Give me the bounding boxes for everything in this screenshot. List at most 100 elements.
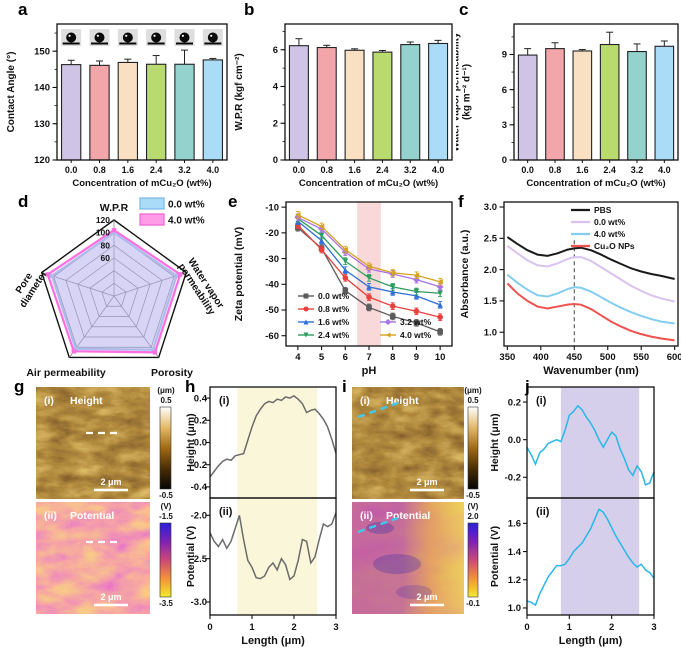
colorbar-unit: (V) bbox=[468, 502, 479, 511]
y-tick-label: 3.0 bbox=[484, 202, 497, 213]
legend-swatch bbox=[139, 197, 165, 210]
panel-e: e -10 -20 -30 -40 -50 -60 4 5 6 7 8 9 10 0.0 wt% 0.8 wt… bbox=[228, 192, 456, 382]
bar-0.8 bbox=[89, 64, 110, 161]
x-tick-label: 1.6 bbox=[576, 165, 589, 175]
afm-height-image-g: (i) Height 2 μm bbox=[36, 387, 150, 499]
water-droplet-icon bbox=[89, 29, 110, 46]
y-tick-label: 130 bbox=[34, 119, 50, 130]
water-droplet-icon bbox=[146, 29, 167, 46]
y-tick-label: 1.0 bbox=[484, 327, 497, 338]
highlight-band bbox=[237, 387, 318, 615]
scale-bar-label: 2 μm bbox=[100, 592, 121, 602]
y-tick-label: 120 bbox=[34, 155, 50, 166]
radar-axis-label: Air permeability bbox=[26, 367, 106, 379]
scale-bar-label: 2 μm bbox=[100, 477, 121, 487]
x-tick-label: 2.4 bbox=[603, 165, 616, 175]
x-tick-label: 8 bbox=[390, 352, 395, 363]
x-tick-label: 450 bbox=[566, 352, 582, 363]
colorbar-max: 0.5 bbox=[467, 396, 479, 405]
x-tick-label: 350 bbox=[499, 352, 515, 363]
legend-label: 4.0 wt% bbox=[594, 229, 626, 239]
series-line-PBS bbox=[506, 236, 675, 280]
subplot-label: (i) bbox=[219, 395, 230, 407]
legend-label: 0.8 wt% bbox=[318, 304, 350, 314]
panel-letter-i: i bbox=[342, 377, 347, 396]
image-title: Potential bbox=[70, 510, 114, 522]
y-tick-label: 0.0 bbox=[508, 435, 521, 446]
x-axis-label: Length (μm) bbox=[559, 635, 623, 647]
x-tick-label: 0.0 bbox=[293, 165, 306, 175]
y-tick-label: -50 bbox=[265, 305, 279, 316]
y-tick-label: 0 bbox=[502, 155, 507, 166]
y-tick-label: 9 bbox=[502, 50, 507, 61]
y-tick-label: -0.2 bbox=[505, 473, 521, 484]
x-tick-label: 0.8 bbox=[93, 165, 106, 175]
panel-d: d 60 80 100 120 W.P.R Water vaporpermeability P… bbox=[0, 192, 228, 382]
y-tick-label: 0.0 bbox=[194, 438, 207, 449]
x-tick-label: 0 bbox=[207, 622, 212, 633]
x-tick-label: 0.0 bbox=[521, 165, 534, 175]
bar-0.8 bbox=[316, 46, 337, 161]
radar-axis-label: Water vaporpermeability bbox=[176, 256, 227, 318]
panel-b: b 0 2 4 6 0.0 0.8 1.6 2.4 3.2 4.0 Concentration of … bbox=[228, 0, 456, 192]
y-axis-label: W.P.R (kgf cm⁻²) bbox=[234, 53, 245, 130]
x-tick-label: 0 bbox=[524, 622, 529, 633]
panel-c: c 0 3 6 9 0.0 0.8 1.6 2.4 3.2 4.0 Concentration of … bbox=[456, 0, 681, 192]
x-tick-label: 3.2 bbox=[631, 165, 644, 175]
x-tick-label: 10 bbox=[435, 352, 446, 363]
y-tick-label: 3 bbox=[502, 120, 507, 131]
legend-label: 0.0 wt% bbox=[594, 217, 626, 227]
y-tick-label: 140 bbox=[34, 83, 50, 94]
subplot-label: (i) bbox=[536, 395, 547, 407]
x-tick-label: 2 bbox=[291, 622, 296, 633]
y-tick-label: 0 bbox=[273, 155, 278, 166]
bar-0.0 bbox=[60, 64, 82, 161]
scale-bar-label: 2 μm bbox=[416, 477, 437, 487]
x-tick-label: 550 bbox=[633, 352, 649, 363]
y-tick-label: 1.2 bbox=[508, 575, 521, 586]
colorbar bbox=[159, 522, 172, 598]
x-tick-label: 4.0 bbox=[658, 165, 671, 175]
y-tick-label: -20 bbox=[265, 228, 279, 239]
water-droplet-icon bbox=[117, 29, 138, 46]
x-tick-label: 5 bbox=[319, 352, 325, 363]
colorbar-min: -3.5 bbox=[159, 599, 173, 608]
y-axis-label: Potential (V) bbox=[185, 526, 197, 587]
x-axis-label: Concentration of mCu₂O (wt%) bbox=[299, 178, 438, 189]
bar-2.4 bbox=[145, 63, 167, 161]
chart-h: 0.4 0.2 0.0 -0.2 -0.4 (i) Height (μm) -2.0 -2.5 -… bbox=[185, 386, 339, 647]
y-tick-label: -0.2 bbox=[191, 460, 207, 471]
radar-axis-label: Porosity bbox=[151, 367, 193, 379]
x-axis-label: Wavenumber (nm) bbox=[543, 365, 639, 377]
panel-letter-j: j bbox=[525, 377, 530, 396]
radar-series-4.0 wt% bbox=[46, 228, 182, 354]
chart-f: 1.0 1.5 2.0 2.5 3.0 350 400 450 500 550 600 PBS 0.0 … bbox=[459, 201, 681, 377]
panel-letter-h: h bbox=[185, 377, 196, 396]
profile-line-(i) bbox=[209, 394, 337, 478]
y-tick-label: 2 bbox=[273, 118, 278, 129]
bar-2.4 bbox=[599, 43, 620, 161]
bar-0.0 bbox=[517, 54, 538, 161]
series-line-4.0 wt% bbox=[506, 273, 675, 325]
series-line-Cu₂O NPs bbox=[506, 282, 675, 342]
x-tick-label: 600 bbox=[667, 352, 681, 363]
profile-line-(ii) bbox=[526, 508, 655, 607]
bar-0.8 bbox=[545, 48, 565, 161]
x-axis-label: Concentration of mCu₂O (wt%) bbox=[72, 178, 211, 189]
legend-label: 1.6 wt% bbox=[318, 317, 350, 327]
x-tick-label: 500 bbox=[600, 352, 616, 363]
image-sublabel: (ii) bbox=[360, 510, 373, 522]
legend-label: PBS bbox=[594, 205, 612, 215]
chart-a: 120 130 140 150 0.0 0.8 1.6 2.4 3.2 4.0 Concentrat… bbox=[6, 23, 228, 189]
x-tick-label: 2.4 bbox=[150, 165, 163, 175]
y-tick-label: 4 bbox=[273, 82, 279, 93]
y-axis-label: Absorbance (a.u.) bbox=[459, 230, 471, 319]
panel-j: j 0.2 0.0 -0.2 (i) Height (μm) 1.0 1.2 1.4 1.6 (ii… bbox=[490, 377, 681, 651]
x-tick-label: 4.0 bbox=[432, 165, 445, 175]
x-axis-label: pH bbox=[362, 365, 377, 377]
radar-ring-label: 100 bbox=[96, 228, 110, 238]
bar-3.2 bbox=[174, 63, 195, 161]
y-axis-label: Contact Angle (°) bbox=[6, 52, 17, 133]
series-line-0.0 wt% bbox=[506, 245, 675, 303]
